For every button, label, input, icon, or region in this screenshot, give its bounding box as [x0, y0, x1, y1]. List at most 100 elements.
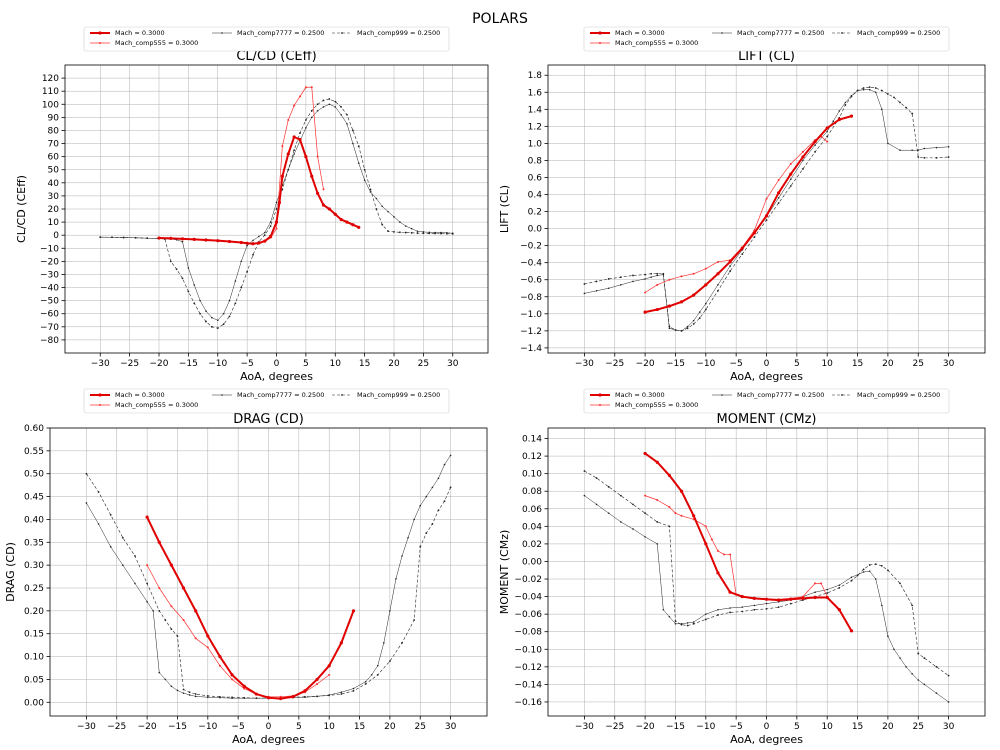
x-tick-label: −20 — [636, 722, 655, 732]
data-point — [801, 150, 804, 153]
data-point — [692, 621, 695, 623]
x-tick-label: −25 — [107, 722, 126, 732]
data-point — [413, 619, 416, 621]
data-point — [886, 93, 889, 95]
data-point — [935, 156, 938, 159]
data-point — [194, 637, 197, 640]
data-point — [122, 236, 125, 239]
y-tick-label: −0.08 — [514, 628, 542, 638]
data-point — [443, 463, 446, 466]
y-axis-label: DRAG (CD) — [4, 542, 17, 602]
data-point — [583, 283, 586, 285]
data-point — [716, 272, 720, 276]
data-point — [789, 602, 792, 605]
data-point — [192, 237, 196, 241]
y-tick-label: −70 — [40, 323, 59, 333]
data-point — [662, 608, 665, 611]
panel-title: LIFT (CL) — [738, 49, 795, 64]
data-point — [680, 514, 683, 517]
data-point — [704, 267, 707, 270]
data-point — [856, 89, 859, 92]
data-point — [583, 470, 586, 472]
data-point — [434, 232, 437, 235]
y-tick-label: 0.8 — [528, 156, 543, 166]
data-point — [752, 596, 756, 600]
legend: Mach = 0.3000 Mach_comp555 = 0.3000 Mach_c… — [583, 26, 950, 52]
y-tick-label: 0.45 — [24, 493, 44, 503]
data-point — [263, 231, 266, 234]
data-point — [287, 168, 290, 171]
data-point — [274, 220, 279, 224]
legend-box — [83, 388, 450, 414]
data-point — [844, 101, 847, 104]
data-point — [619, 276, 622, 279]
data-point — [632, 280, 634, 283]
x-tick-label: −25 — [120, 359, 139, 369]
y-tick-label: 0.2 — [528, 208, 542, 218]
data-point — [340, 113, 342, 116]
x-tick-label: −5 — [232, 722, 245, 732]
data-point — [205, 310, 207, 312]
x-tick-label: 5 — [303, 359, 309, 369]
data-point — [449, 454, 452, 457]
y-tick-label: −0.16 — [514, 698, 542, 708]
data-point — [422, 231, 425, 233]
x-tick-label: 30 — [943, 722, 955, 732]
y-tick-label: 120 — [42, 74, 59, 84]
data-point — [257, 241, 261, 245]
data-point — [674, 620, 677, 623]
data-point — [322, 99, 325, 102]
data-point — [218, 654, 222, 659]
y-tick-label: 0.30 — [24, 561, 44, 571]
y-tick-label: −0.4 — [520, 259, 542, 269]
x-tick-label: 30 — [943, 359, 955, 369]
data-point — [740, 246, 744, 250]
data-point — [874, 91, 877, 94]
data-point — [947, 674, 950, 677]
x-tick-label: −30 — [575, 722, 594, 732]
x-tick-label: −10 — [696, 722, 715, 732]
data-point — [158, 671, 161, 674]
data-point — [292, 135, 296, 139]
data-point — [837, 608, 841, 612]
data-point — [764, 214, 769, 218]
x-tick-label: −20 — [150, 359, 169, 369]
data-point — [655, 460, 659, 464]
data-point — [210, 325, 213, 328]
data-point — [352, 687, 355, 690]
data-point — [656, 521, 659, 523]
data-point — [716, 571, 720, 575]
data-point — [862, 88, 865, 91]
data-point — [717, 284, 719, 286]
data-point — [862, 568, 865, 571]
data-point — [856, 574, 859, 577]
data-point — [832, 120, 835, 123]
data-point — [680, 329, 683, 332]
data-point — [728, 260, 732, 264]
data-point — [777, 179, 780, 182]
data-point — [387, 210, 389, 213]
data-point — [668, 278, 671, 281]
data-point — [419, 504, 422, 507]
legend: Mach = 0.3000 Mach_comp555 = 0.3000 Mach_c… — [83, 388, 450, 414]
legend-label: Mach_comp555 = 0.3000 — [115, 39, 198, 47]
data-point — [383, 642, 385, 644]
data-point — [620, 521, 622, 523]
legend-label: Mach = 0.3000 — [615, 391, 665, 399]
legend-marker — [598, 31, 602, 35]
data-point — [305, 127, 307, 129]
data-point — [152, 610, 154, 612]
data-point — [234, 302, 237, 305]
data-point — [607, 287, 610, 290]
data-point — [304, 119, 307, 121]
data-point — [826, 592, 829, 594]
data-point — [764, 597, 769, 601]
data-point — [740, 594, 744, 599]
data-point — [99, 236, 102, 239]
data-point — [252, 253, 254, 256]
data-point — [644, 512, 647, 515]
y-tick-label: 0.02 — [522, 540, 542, 550]
x-tick-label: −15 — [179, 359, 198, 369]
y-tick-label: 0.00 — [24, 698, 44, 708]
panel-2: −30 −25 −20 −15 −10 −5 0 5 10 15 20 25 30 −1.4 −1.2 −1.… — [498, 26, 986, 383]
